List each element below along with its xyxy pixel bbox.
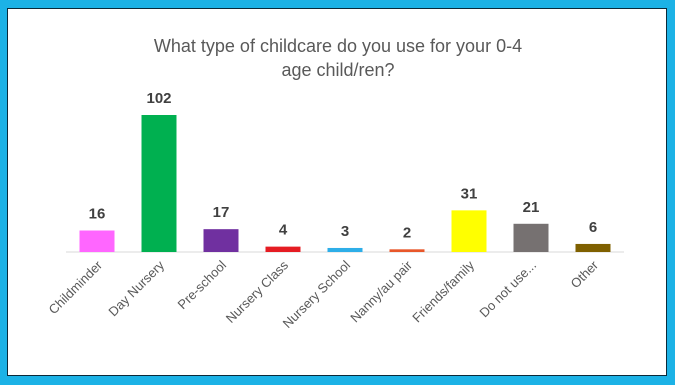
- data-labels-group: 16 102 17 4 3 2 31 21 6: [89, 90, 598, 241]
- data-label-pre-school: 17: [213, 204, 230, 221]
- data-label-friends-family: 31: [461, 185, 478, 202]
- bar-do-not-use: [513, 223, 549, 252]
- x-tick-labels-group: Childminder Day Nursery Pre-schoolNursery …: [45, 257, 601, 331]
- x-tick-label-friends-family: Friends/family: [409, 257, 477, 325]
- data-label-other: 6: [589, 219, 597, 236]
- bar-friends-family: [451, 210, 487, 252]
- data-label-do-not-use: 21: [523, 199, 540, 216]
- x-tick-label-other: Other: [568, 257, 602, 291]
- chart-title-line-2: age child/ren?: [281, 60, 394, 80]
- data-label-day-nursery: 102: [146, 90, 171, 107]
- bar-chart: What type of childcare do you use for yo…: [45, 36, 624, 331]
- x-tick-label-nanny-au-pair: Nanny/au pair: [347, 257, 415, 325]
- x-tick-label-day-nursery: Day Nursery: [105, 257, 167, 319]
- bar-nursery-school: [327, 247, 363, 252]
- bar-nursery-class: [265, 246, 301, 252]
- chart-title: What type of childcare do you use for yo…: [154, 36, 522, 80]
- bar-childminder: [79, 230, 115, 252]
- chart-title-line-1: What type of childcare do you use for yo…: [154, 36, 522, 56]
- x-tick-label-childminder: Childminder: [45, 257, 105, 317]
- chart-frame: What type of childcare do you use for yo…: [7, 8, 667, 376]
- bar-day-nursery: [141, 115, 177, 252]
- data-label-nursery-school: 3: [341, 223, 349, 240]
- data-label-nanny-au-pair: 2: [403, 224, 411, 241]
- bar-other: [575, 243, 611, 252]
- x-tick-label-pre-school: Pre-school: [175, 257, 230, 312]
- data-label-childminder: 16: [89, 206, 106, 223]
- bar-pre-school: [203, 229, 239, 252]
- bar-nanny-au-pair: [389, 249, 425, 252]
- x-tick-label-do-not-use: Do not use...: [476, 258, 539, 321]
- x-tick-label-nursery-class: Nursery Class: [223, 257, 292, 326]
- data-label-nursery-class: 4: [279, 222, 288, 239]
- bars-group: [79, 115, 611, 252]
